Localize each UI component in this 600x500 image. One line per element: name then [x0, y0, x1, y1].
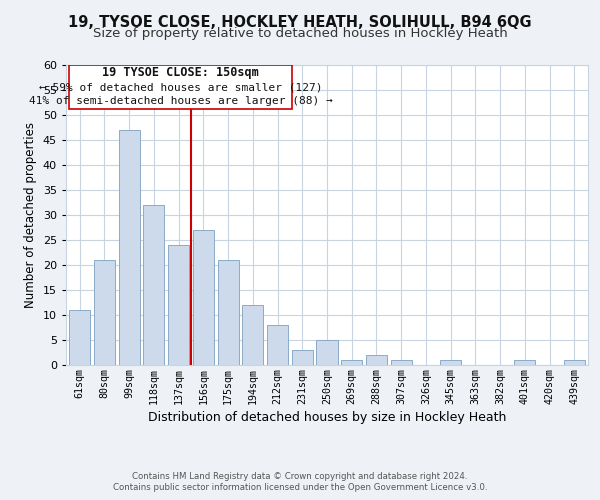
Bar: [366, 355, 387, 365]
Text: Size of property relative to detached houses in Hockley Heath: Size of property relative to detached ho…: [92, 28, 508, 40]
Bar: [292, 350, 313, 365]
Bar: [193, 230, 214, 365]
Bar: [316, 340, 338, 365]
Bar: [341, 360, 362, 365]
Text: 19, TYSOE CLOSE, HOCKLEY HEATH, SOLIHULL, B94 6QG: 19, TYSOE CLOSE, HOCKLEY HEATH, SOLIHULL…: [68, 15, 532, 30]
Text: 41% of semi-detached houses are larger (88) →: 41% of semi-detached houses are larger (…: [29, 96, 332, 106]
Bar: [564, 360, 585, 365]
Text: Contains public sector information licensed under the Open Government Licence v3: Contains public sector information licen…: [113, 484, 487, 492]
Bar: [168, 245, 189, 365]
Bar: [267, 325, 288, 365]
Bar: [143, 205, 164, 365]
Text: 19 TYSOE CLOSE: 150sqm: 19 TYSOE CLOSE: 150sqm: [102, 66, 259, 79]
Bar: [218, 260, 239, 365]
Bar: [514, 360, 535, 365]
Text: Contains HM Land Registry data © Crown copyright and database right 2024.: Contains HM Land Registry data © Crown c…: [132, 472, 468, 481]
FancyBboxPatch shape: [69, 65, 292, 109]
Y-axis label: Number of detached properties: Number of detached properties: [24, 122, 37, 308]
Bar: [391, 360, 412, 365]
Bar: [94, 260, 115, 365]
Bar: [119, 130, 140, 365]
Text: ← 59% of detached houses are smaller (127): ← 59% of detached houses are smaller (12…: [39, 82, 322, 92]
Bar: [242, 305, 263, 365]
X-axis label: Distribution of detached houses by size in Hockley Heath: Distribution of detached houses by size …: [148, 410, 506, 424]
Bar: [69, 310, 90, 365]
Bar: [440, 360, 461, 365]
